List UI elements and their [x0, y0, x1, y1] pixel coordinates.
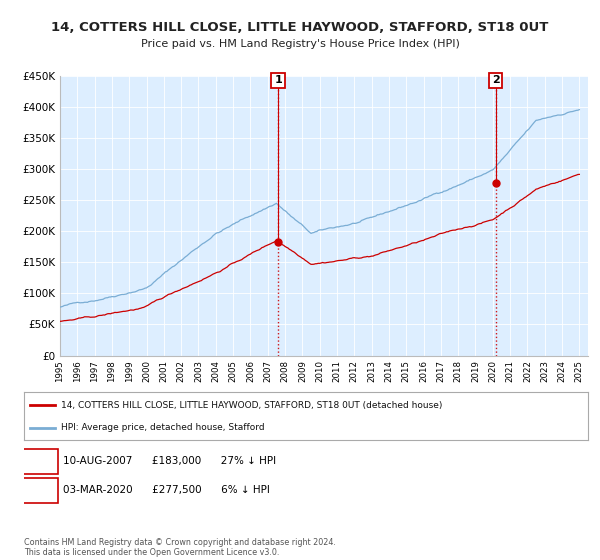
Text: 10-AUG-2007      £183,000      27% ↓ HPI: 10-AUG-2007 £183,000 27% ↓ HPI	[64, 456, 277, 466]
Text: 1: 1	[274, 76, 282, 85]
Text: 14, COTTERS HILL CLOSE, LITTLE HAYWOOD, STAFFORD, ST18 0UT (detached house): 14, COTTERS HILL CLOSE, LITTLE HAYWOOD, …	[61, 401, 442, 410]
Text: 03-MAR-2020      £277,500      6% ↓ HPI: 03-MAR-2020 £277,500 6% ↓ HPI	[64, 486, 271, 495]
Text: HPI: Average price, detached house, Stafford: HPI: Average price, detached house, Staf…	[61, 423, 264, 432]
Text: 14, COTTERS HILL CLOSE, LITTLE HAYWOOD, STAFFORD, ST18 0UT: 14, COTTERS HILL CLOSE, LITTLE HAYWOOD, …	[52, 21, 548, 34]
Text: Contains HM Land Registry data © Crown copyright and database right 2024.
This d: Contains HM Land Registry data © Crown c…	[24, 538, 336, 557]
Text: 2: 2	[492, 76, 500, 85]
Text: Price paid vs. HM Land Registry's House Price Index (HPI): Price paid vs. HM Land Registry's House …	[140, 39, 460, 49]
Text: 1: 1	[35, 456, 43, 466]
Text: 2: 2	[35, 486, 43, 495]
FancyBboxPatch shape	[21, 478, 58, 502]
FancyBboxPatch shape	[21, 449, 58, 474]
